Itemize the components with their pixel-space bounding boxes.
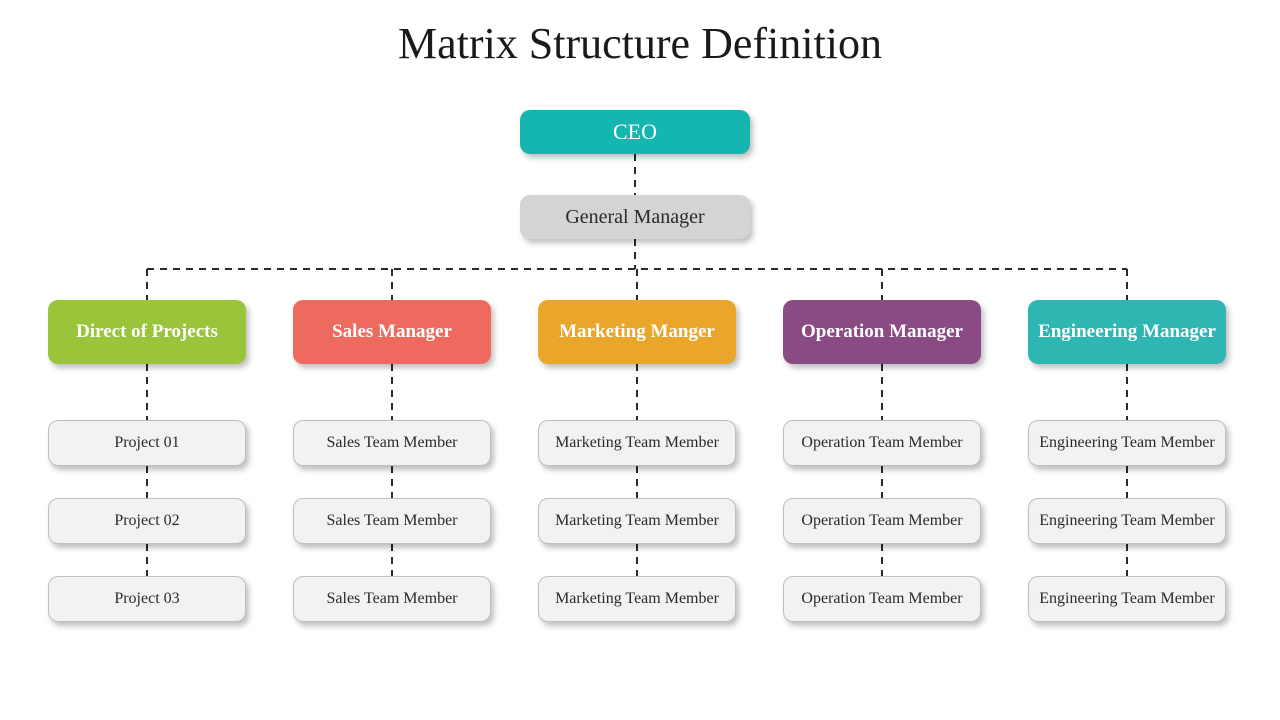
node-member: Operation Team Member <box>783 498 981 544</box>
node-member: Marketing Team Member <box>538 576 736 622</box>
node-member: Marketing Team Member <box>538 498 736 544</box>
node-member: Sales Team Member <box>293 498 491 544</box>
page-title: Matrix Structure Definition <box>0 18 1280 69</box>
node-member: Engineering Team Member <box>1028 576 1226 622</box>
node-ceo: CEO <box>520 110 750 154</box>
node-manager: Marketing Manger <box>538 300 736 364</box>
node-manager: Engineering Manager <box>1028 300 1226 364</box>
node-member: Operation Team Member <box>783 576 981 622</box>
node-general-manager: General Manager <box>520 195 750 239</box>
node-member: Operation Team Member <box>783 420 981 466</box>
node-member: Marketing Team Member <box>538 420 736 466</box>
node-member: Engineering Team Member <box>1028 420 1226 466</box>
node-member: Project 03 <box>48 576 246 622</box>
node-member: Sales Team Member <box>293 420 491 466</box>
node-member: Sales Team Member <box>293 576 491 622</box>
node-manager: Direct of Projects <box>48 300 246 364</box>
node-manager: Sales Manager <box>293 300 491 364</box>
node-member: Engineering Team Member <box>1028 498 1226 544</box>
node-manager: Operation Manager <box>783 300 981 364</box>
org-chart-canvas: Matrix Structure Definition CEO General … <box>0 0 1280 720</box>
node-member: Project 02 <box>48 498 246 544</box>
node-member: Project 01 <box>48 420 246 466</box>
